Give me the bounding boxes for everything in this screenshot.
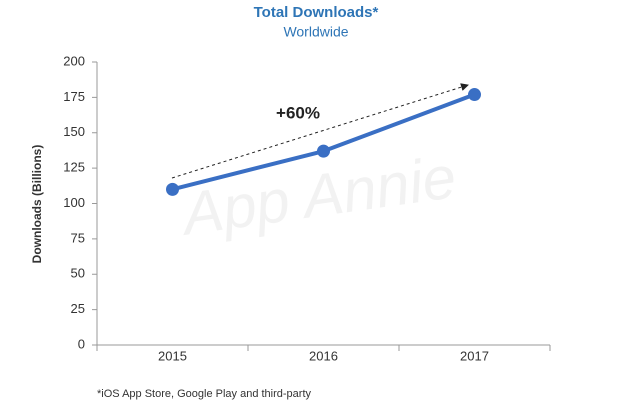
- y-tick-label: 0: [78, 336, 85, 351]
- point: [468, 88, 481, 102]
- y-tick-label: 125: [63, 160, 85, 175]
- point: [166, 182, 179, 196]
- x-tick-label: 2017: [460, 348, 489, 363]
- chart-title: Total Downloads*: [254, 4, 379, 21]
- y-tick-label: 200: [63, 53, 85, 68]
- watermark: App Annie: [176, 143, 460, 248]
- point: [317, 144, 330, 158]
- y-tick-label: 150: [63, 124, 85, 139]
- footnote: *iOS App Store, Google Play and third-pa…: [97, 388, 312, 400]
- y-tick-label: 175: [63, 89, 85, 104]
- y-axis-label: Downloads (Billions): [30, 145, 44, 264]
- y-tick-label: 100: [63, 195, 85, 210]
- y-tick-label: 75: [71, 230, 85, 245]
- y-tick-label: 25: [71, 301, 85, 316]
- x-tick-label: 2015: [158, 348, 187, 363]
- chart-subtitle: Worldwide: [283, 24, 348, 40]
- y-tick-label: 50: [71, 266, 85, 281]
- annotation: +60%: [276, 103, 320, 122]
- x-tick-label: 2016: [309, 348, 338, 363]
- trend-arrow: [171, 83, 469, 179]
